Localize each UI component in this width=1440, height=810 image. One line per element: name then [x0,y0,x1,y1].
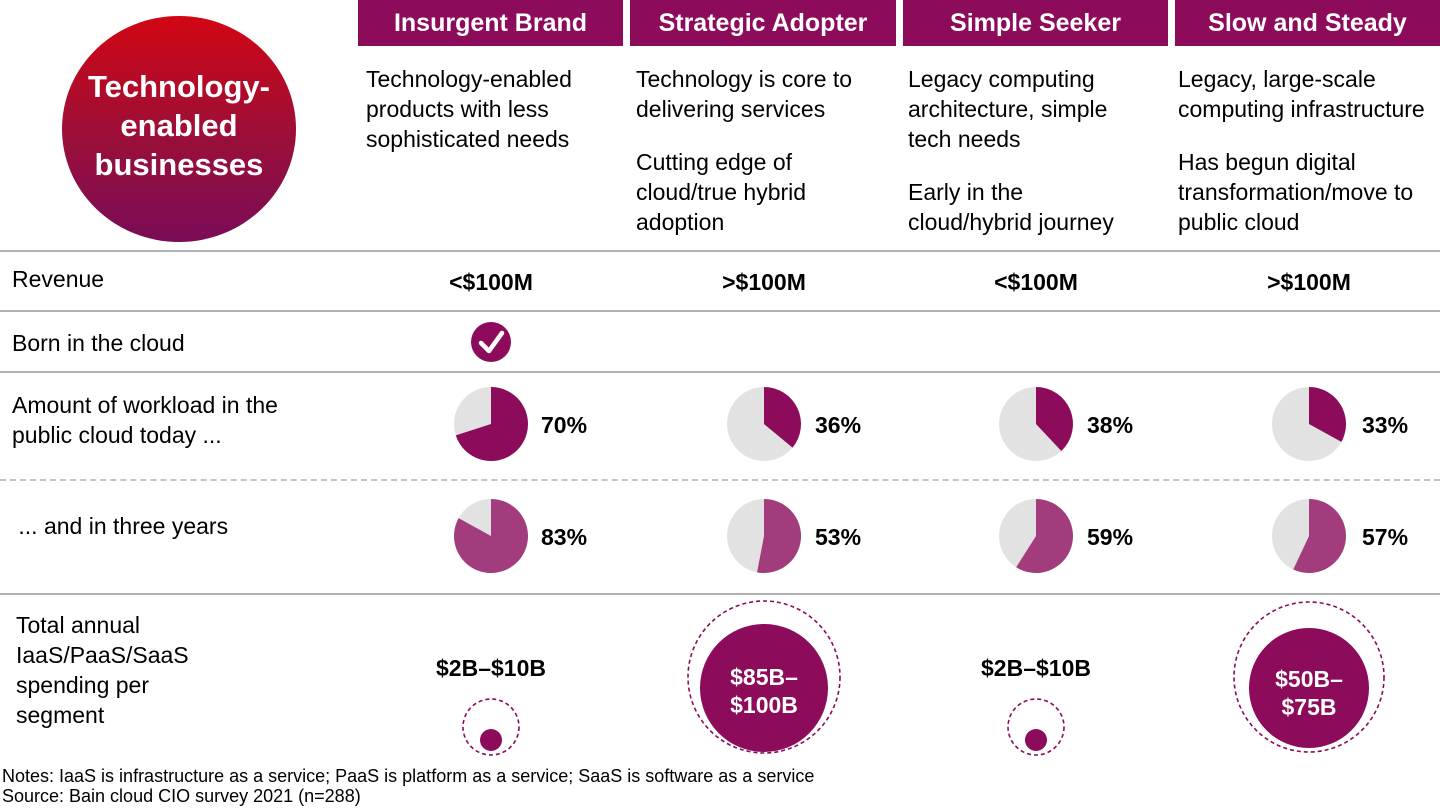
segment-description-insurgent-brand: Technology-enabled products with less so… [366,64,601,154]
spend-bubble-fill [1025,729,1047,751]
spend-bubble-1 [687,600,841,754]
pie-in-three-years-0 [454,499,529,573]
pie-in-three-years-1 [727,499,802,573]
pie-label-three-years: 53% [815,524,862,550]
segment-header-slow-and-steady: Slow and Steady [1175,0,1440,46]
description-text: Legacy computing architecture, simple te… [908,66,1108,152]
row-divider [0,371,1440,373]
pie-slice [455,387,529,461]
row-divider [0,250,1440,252]
description-text: Legacy, large-scale computing infrastruc… [1178,66,1425,122]
footnote: Notes: IaaS is infrastructure as a servi… [2,766,815,786]
segment-description-slow-and-steady: Legacy, large-scale computing infrastruc… [1178,64,1440,237]
segment-description-strategic-adopter: Technology is core to delivering service… [636,64,886,237]
pie-label-today: 36% [815,412,862,438]
spend-bubble-3 [1233,601,1385,753]
spend-bubble-outline [1007,698,1065,756]
spend-label: $85B– $100B [730,664,798,718]
description-text: Has begun digital transformation/move to… [1178,149,1414,235]
spend-label: $2B–$10B [436,655,546,681]
row-divider [0,310,1440,312]
row-label-total-spending: Total annual IaaS/PaaS/SaaS spending per… [16,612,189,728]
spend-bubble-2 [1007,698,1065,756]
pie-slice [454,499,529,573]
description-text: Technology-enabled products with less so… [366,66,572,152]
pie-slice [757,499,802,573]
pie-label-today: 70% [541,412,588,438]
pie-today-0 [454,387,529,461]
revenue-value: <$100M [994,269,1078,295]
pie-label-three-years: 59% [1087,524,1134,550]
spend-bubble-outline [687,600,841,754]
spend-bubble-fill [480,729,502,751]
pie-today-3 [1272,387,1346,461]
row-divider-dashed [0,479,1440,481]
born-in-cloud-check-icon [471,322,511,362]
pie-slice [1309,387,1346,442]
segment-header-insurgent-brand: Insurgent Brand [358,0,623,46]
row-label-revenue: Revenue [12,266,105,292]
source-note: Source: Bain cloud CIO survey 2021 (n=28… [2,786,361,806]
spend-bubble-outline [462,698,520,756]
revenue-value: <$100M [449,269,533,295]
spend-bubble-fill [700,624,828,752]
hero-title: Technology- enabled businesses [88,68,270,182]
spend-bubble-fill [1249,628,1369,748]
check-circle [471,322,511,362]
spend-bubble-outline [1233,601,1385,753]
pie-today-1 [727,387,801,461]
pie-today-2 [999,387,1073,461]
segment-description-simple-seeker: Legacy computing architecture, simple te… [908,64,1148,237]
row-divider [0,593,1440,595]
spend-label: $2B–$10B [981,655,1091,681]
description-text: Early in the cloud/hybrid journey [908,179,1114,235]
pie-slice [1016,499,1073,573]
pie-label-today: 33% [1362,412,1409,438]
pie-label-three-years: 57% [1362,524,1409,550]
pie-in-three-years-3 [1272,498,1347,574]
check-mark-icon [478,330,505,354]
pie-label-today: 38% [1087,412,1134,438]
hero-circle: Technology- enabled businesses [62,16,296,242]
description-text: Technology is core to delivering service… [636,66,853,122]
pie-label-three-years: 83% [541,524,588,550]
revenue-value: >$100M [1267,269,1351,295]
revenue-value: >$100M [722,269,806,295]
row-label-born-in-cloud: Born in the cloud [12,330,185,356]
spend-bubble-0 [462,698,520,756]
description-text: Cutting edge of cloud/true hybrid adopti… [636,149,807,235]
segment-header-simple-seeker: Simple Seeker [903,0,1168,46]
row-label-workload-today: Amount of workload in the public cloud t… [12,392,278,448]
pie-in-three-years-2 [999,499,1073,573]
row-label-workload-three-years: ... and in three years [12,513,229,539]
pie-slice [1293,498,1347,574]
segment-header-strategic-adopter: Strategic Adopter [630,0,896,46]
pie-slice [764,387,801,448]
spend-label: $50B– $75B [1275,666,1343,720]
pie-slice [1036,387,1073,451]
